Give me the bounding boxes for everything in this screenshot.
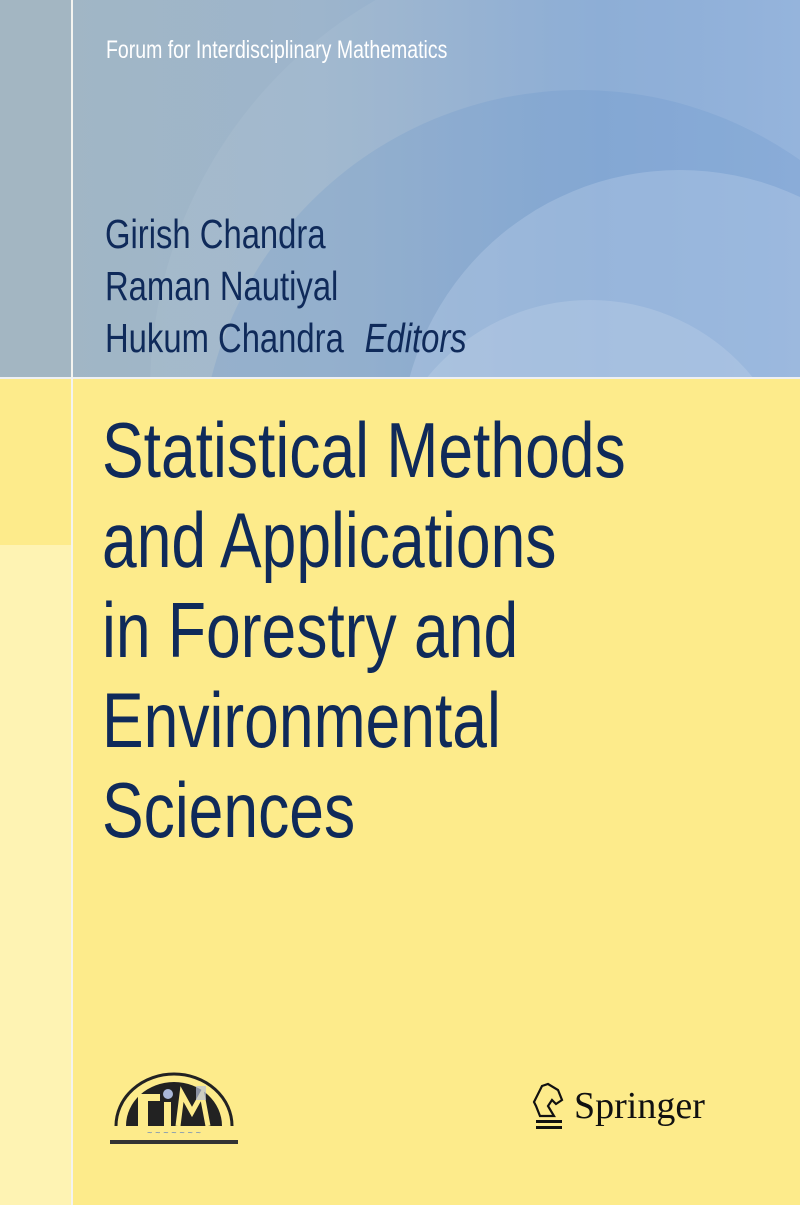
author-name: Girish Chandra (105, 211, 326, 257)
cover-top-panel (0, 0, 800, 377)
author-name: Raman Nautiyal (105, 263, 339, 309)
author-name: Hukum Chandra Editors (105, 312, 467, 364)
editors-label: Editors (364, 315, 467, 361)
book-title: Statistical Methods and Applications in … (102, 405, 757, 855)
title-line: Sciences (102, 766, 356, 854)
fim-logo: ~ ~ ~ ~ ~ ~ ~ (110, 1072, 238, 1144)
springer-horse-icon (532, 1082, 564, 1129)
title-line: Statistical Methods (102, 406, 626, 494)
left-strip (0, 379, 72, 545)
left-strip (0, 0, 72, 377)
left-strip (0, 545, 72, 1205)
springer-logo: Springer (532, 1082, 705, 1130)
publisher-name: Springer (574, 1085, 705, 1127)
title-line: in Forestry and (102, 586, 519, 674)
title-line: Environmental (102, 676, 501, 764)
editors-list: Girish Chandra Raman Nautiyal Hukum Chan… (105, 208, 557, 364)
svg-text:~ ~ ~ ~ ~ ~ ~: ~ ~ ~ ~ ~ ~ ~ (147, 1129, 202, 1137)
title-line: and Applications (102, 496, 557, 584)
author-name: Hukum Chandra (105, 315, 344, 361)
divider (0, 377, 800, 379)
divider (71, 0, 73, 1205)
series-name: Forum for Interdisciplinary Mathematics (106, 36, 448, 64)
